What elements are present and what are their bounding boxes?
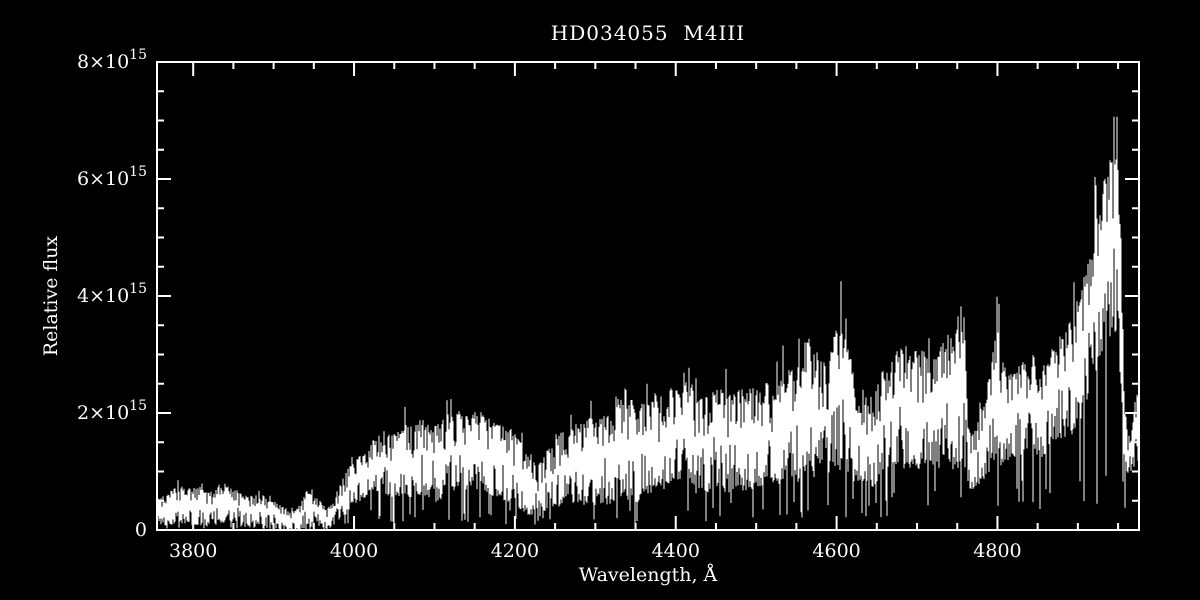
y-tick-label: 8×1015 — [77, 47, 147, 73]
spectrum-path — [157, 116, 1139, 530]
y-tick-label: 2×1015 — [77, 398, 147, 424]
x-tick-label: 4000 — [330, 540, 378, 562]
x-tick-label: 4400 — [652, 540, 700, 562]
y-tick-label: 0 — [135, 519, 147, 541]
x-tick-label: 4600 — [812, 540, 860, 562]
x-tick-label: 4800 — [973, 540, 1021, 562]
y-axis-label: Relative flux — [40, 236, 62, 357]
spectrum-trace — [157, 116, 1139, 530]
x-axis-label: Wavelength, Å — [579, 564, 718, 586]
y-tick-label: 6×1015 — [77, 164, 147, 190]
y-tick-label: 4×1015 — [77, 281, 147, 307]
x-tick-label: 3800 — [169, 540, 217, 562]
x-tick-label: 4200 — [491, 540, 539, 562]
chart-title: HD034055 M4III — [551, 21, 745, 45]
